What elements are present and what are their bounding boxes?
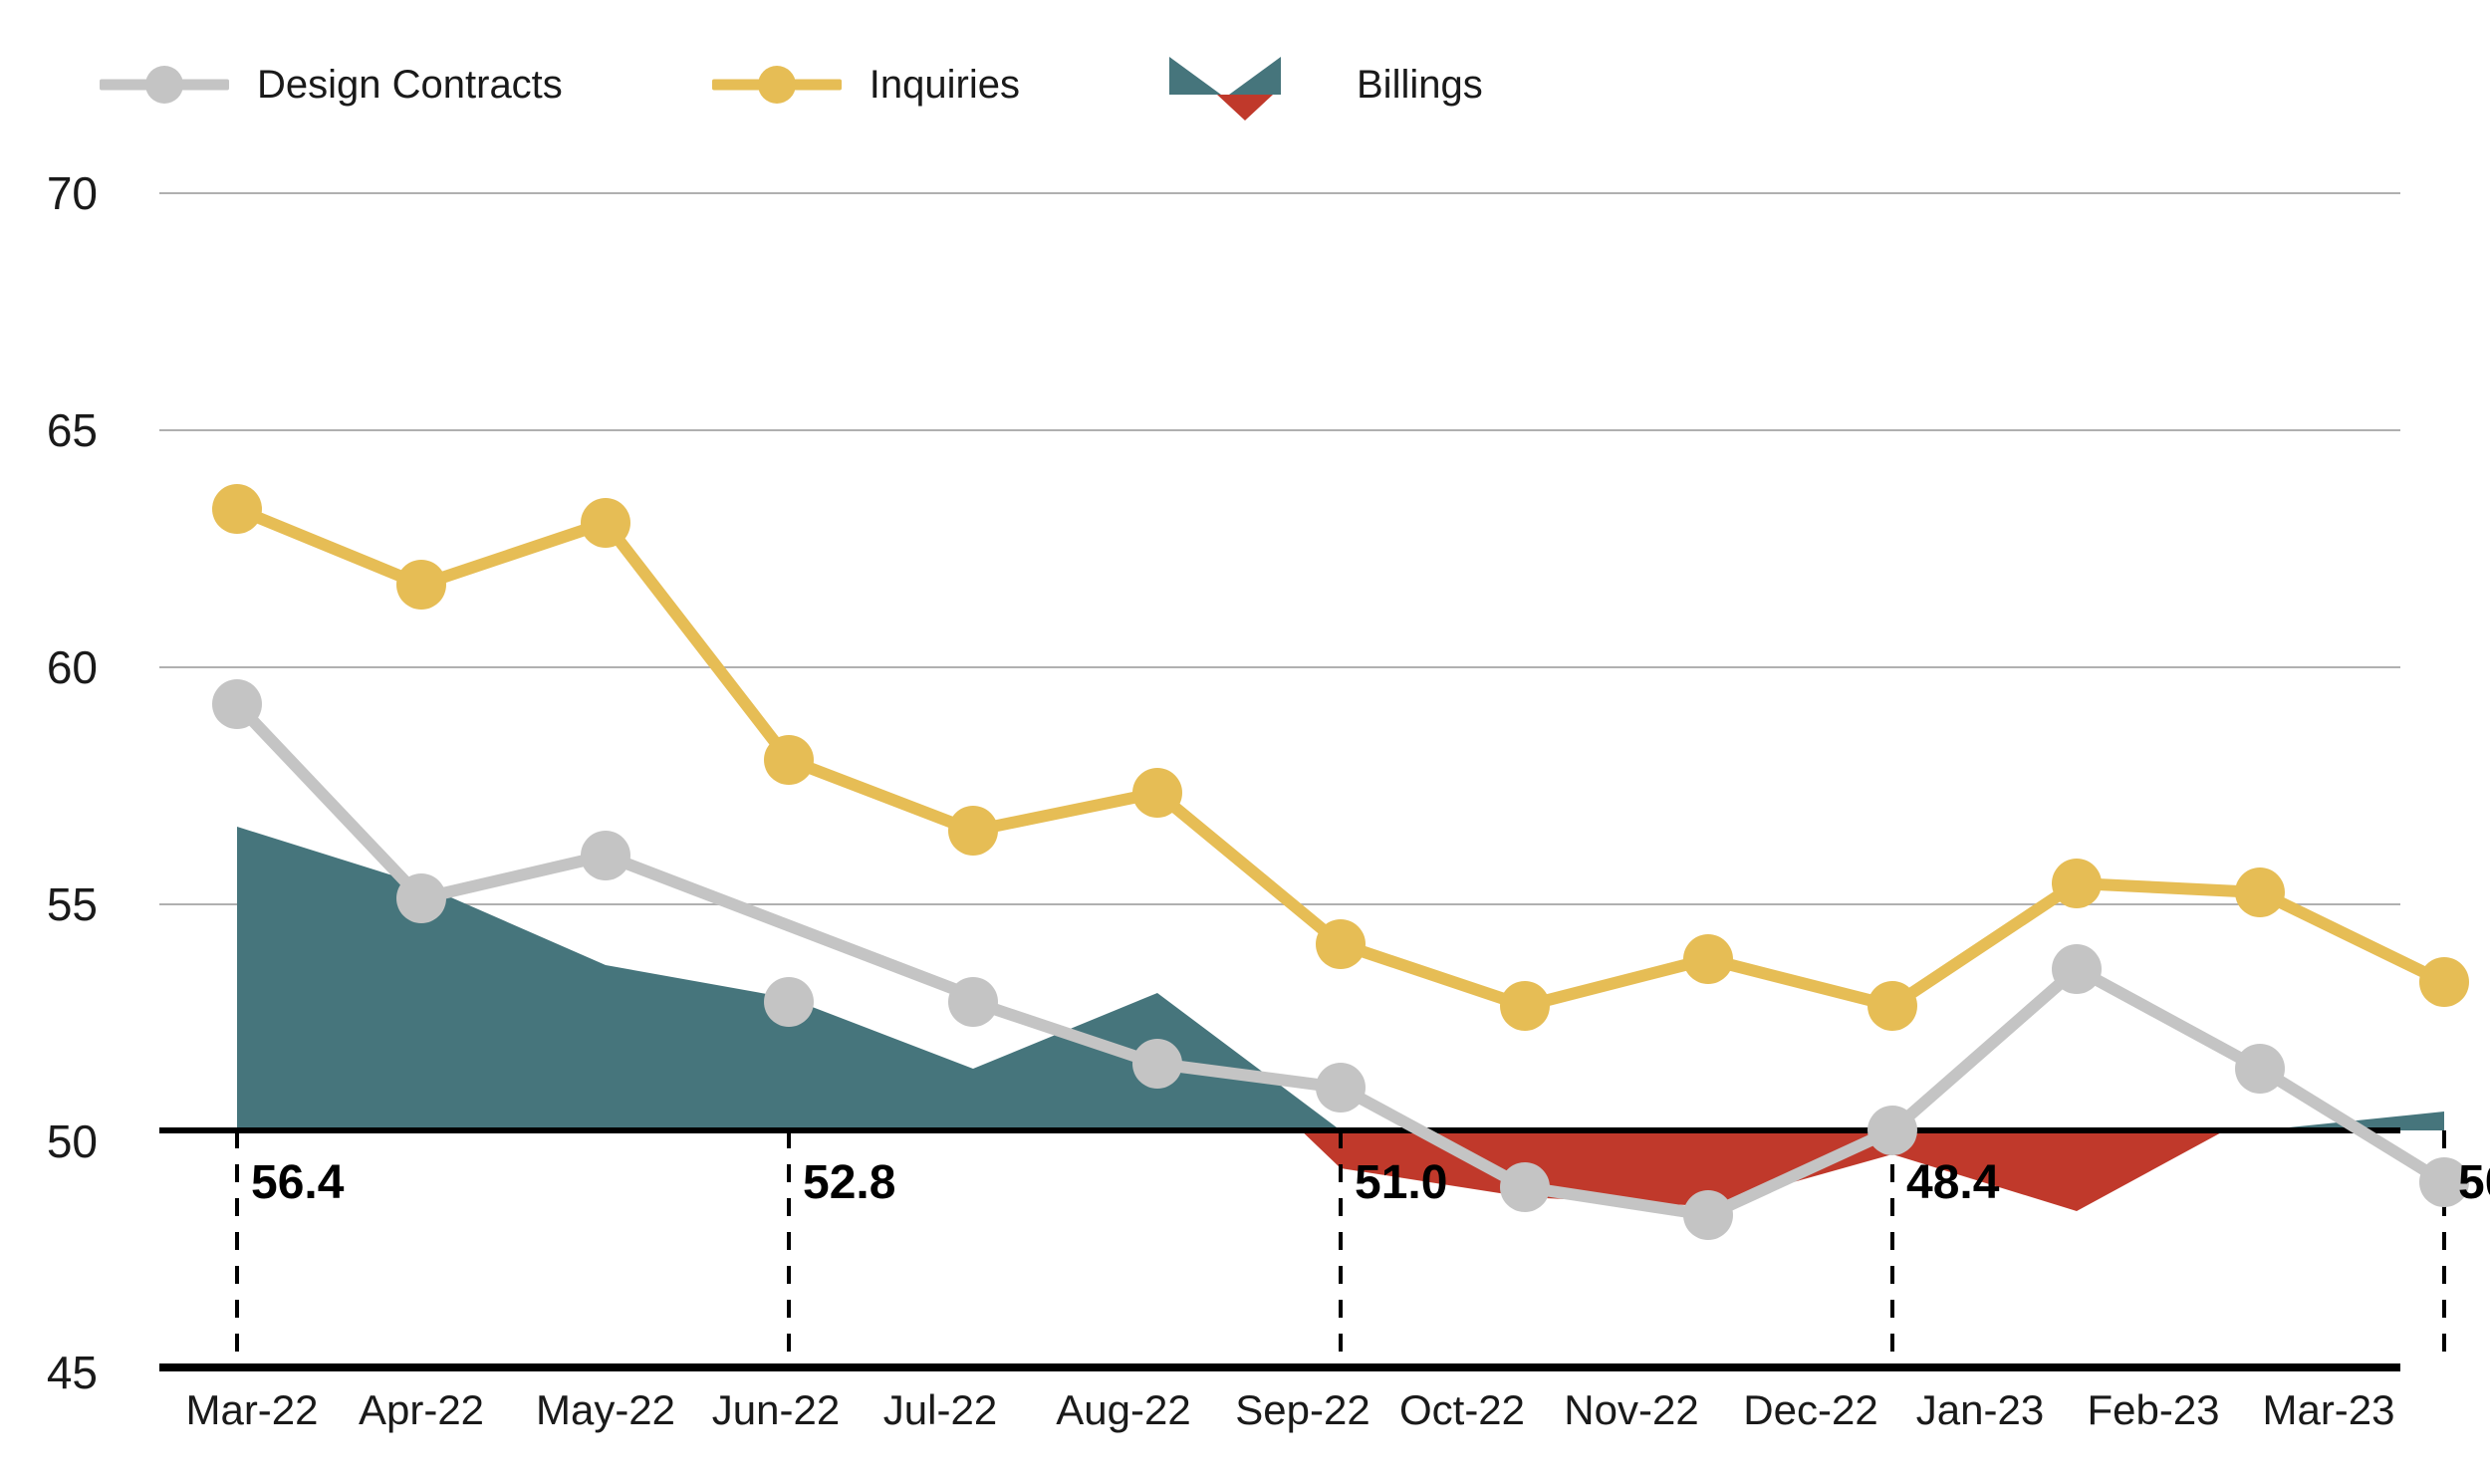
- x-tick-mar-22: Mar-22: [185, 1386, 319, 1433]
- x-tick-jul-22: Jul-22: [882, 1386, 998, 1433]
- annotation-value-sep22: 51.0: [1355, 1156, 1448, 1209]
- gridlines: [159, 192, 2400, 905]
- x-tick-dec-22: Dec-22: [1743, 1386, 1878, 1433]
- x-tick-nov-22: Nov-22: [1564, 1386, 1699, 1433]
- y-tick-45: 45: [46, 1347, 98, 1398]
- x-tick-mar-23: Mar-23: [2262, 1386, 2395, 1433]
- y-tick-70: 70: [46, 167, 98, 219]
- annotation-value-dec22: 48.4: [1906, 1156, 2000, 1209]
- legend-label-design-contracts: Design Contracts: [257, 62, 563, 107]
- billings-swatch-icon: [1169, 49, 1329, 121]
- x-tick-apr-22: Apr-22: [358, 1386, 485, 1433]
- legend-item-design-contracts[interactable]: Design Contracts: [100, 63, 563, 108]
- annotation-value-mar23: 50.4: [2458, 1156, 2490, 1209]
- design-contracts-swatch-icon: [100, 66, 229, 104]
- chart-legend: Design Contracts Inquiries Billings: [100, 49, 1483, 121]
- legend-item-billings[interactable]: Billings: [1169, 49, 1483, 121]
- inquiries-markers: [212, 484, 2469, 1031]
- billings-area-positive: [237, 827, 2444, 1130]
- y-tick-60: 60: [46, 641, 98, 693]
- legend-item-inquiries[interactable]: Inquiries: [711, 62, 1020, 108]
- x-tick-feb-23: Feb-23: [2087, 1386, 2220, 1433]
- y-tick-55: 55: [46, 878, 98, 930]
- x-tick-may-22: May-22: [535, 1386, 676, 1433]
- x-tick-sep-22: Sep-22: [1235, 1386, 1370, 1433]
- inquiries-swatch-icon: [711, 66, 842, 104]
- annotation-value-jun22: 52.8: [803, 1156, 896, 1209]
- y-tick-65: 65: [46, 404, 98, 456]
- design-contracts-markers: [212, 679, 2469, 1240]
- y-tick-50: 50: [46, 1115, 98, 1167]
- legend-label-billings: Billings: [1357, 62, 1483, 107]
- legend-label-inquiries: Inquiries: [869, 62, 1020, 107]
- x-tick-aug-22: Aug-22: [1056, 1386, 1191, 1433]
- x-tick-jan-23: Jan-23: [1915, 1386, 2045, 1433]
- x-tick-jun-22: Jun-22: [711, 1386, 841, 1433]
- x-tick-oct-22: Oct-22: [1398, 1386, 1526, 1433]
- annotation-value-mar22: 56.4: [251, 1156, 345, 1209]
